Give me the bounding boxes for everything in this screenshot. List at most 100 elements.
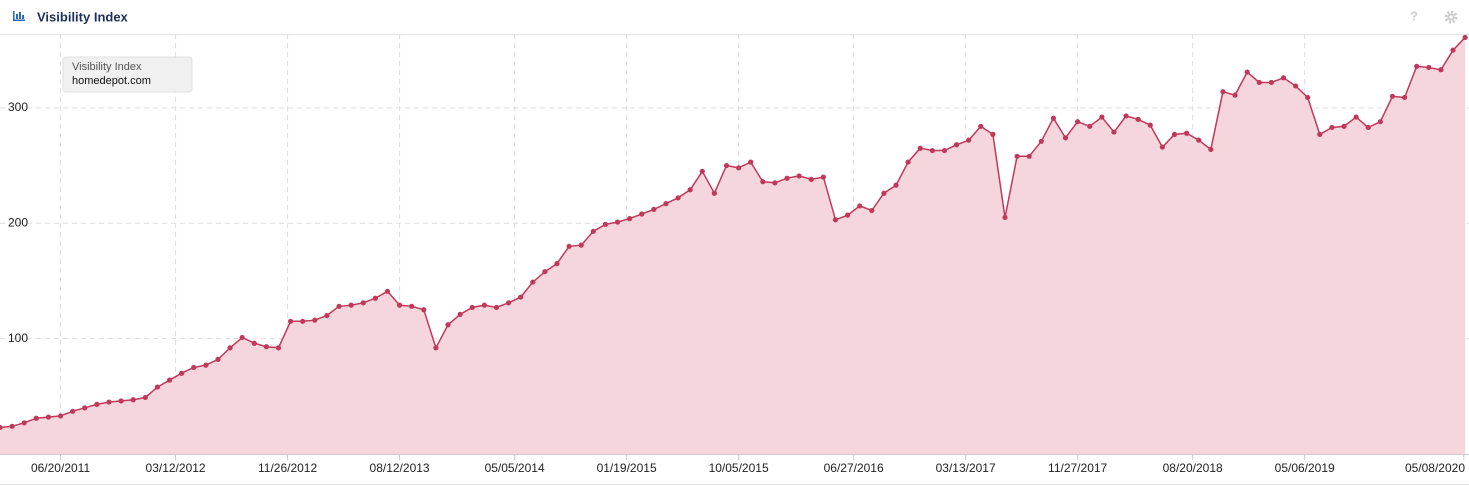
chart-icon <box>13 11 25 21</box>
point <box>1317 131 1323 137</box>
point <box>1099 114 1105 120</box>
x-tick-label: 05/05/2014 <box>485 461 545 475</box>
point <box>675 195 681 201</box>
point <box>287 318 294 324</box>
point <box>554 261 560 267</box>
point <box>1026 153 1032 159</box>
point <box>1232 92 1238 98</box>
point <box>1401 94 1408 101</box>
point <box>493 304 500 311</box>
point <box>614 219 621 225</box>
point <box>832 217 839 223</box>
header-title: Visibility Index <box>37 9 129 24</box>
y-tick-label: 100 <box>8 331 28 345</box>
point <box>203 362 209 368</box>
point <box>1292 83 1299 89</box>
point <box>1280 75 1287 81</box>
point <box>1087 123 1093 129</box>
point <box>905 159 911 165</box>
point <box>1111 129 1117 135</box>
y-tick-label: 200 <box>8 215 28 229</box>
point <box>1377 119 1383 125</box>
point <box>1353 114 1359 120</box>
point <box>711 190 717 196</box>
point <box>1184 130 1190 136</box>
point <box>118 398 124 404</box>
point <box>372 295 378 301</box>
point <box>1135 116 1141 122</box>
point <box>384 288 391 294</box>
point <box>9 423 15 429</box>
point <box>251 340 257 346</box>
point <box>1268 79 1274 86</box>
point <box>1208 146 1214 152</box>
point <box>106 399 112 405</box>
point <box>1002 214 1008 221</box>
header-bar <box>0 0 1469 34</box>
point <box>542 269 548 275</box>
point <box>1426 64 1432 71</box>
point <box>348 302 354 308</box>
point <box>1075 119 1081 125</box>
point <box>1329 124 1335 131</box>
point <box>566 243 572 249</box>
point <box>808 176 814 182</box>
x-tick-label: 10/05/2015 <box>709 461 769 475</box>
x-tick-label: 06/27/2016 <box>824 461 884 475</box>
point <box>215 356 221 362</box>
point <box>748 159 754 165</box>
point <box>917 145 923 151</box>
point <box>929 147 935 154</box>
point <box>699 168 705 174</box>
point <box>1438 67 1444 73</box>
point <box>1462 34 1468 41</box>
point <box>663 201 669 207</box>
point <box>21 420 27 426</box>
settings-button[interactable] <box>1444 10 1458 24</box>
point <box>445 322 451 328</box>
point <box>978 123 984 129</box>
point <box>590 228 596 234</box>
point <box>1244 69 1250 75</box>
legend-title: Visibility Index <box>72 61 142 73</box>
point <box>1389 93 1396 99</box>
point <box>1414 63 1420 69</box>
point <box>602 221 609 227</box>
point <box>1123 113 1129 119</box>
point <box>651 206 657 212</box>
x-tick-label: 11/26/2012 <box>258 461 317 475</box>
y-tick-label: 300 <box>8 100 28 114</box>
point <box>1147 122 1153 128</box>
point <box>1256 79 1262 86</box>
point <box>796 173 802 179</box>
point <box>324 312 330 319</box>
point <box>990 131 996 137</box>
point <box>1196 137 1202 143</box>
x-tick-label: 06/20/2011 <box>31 461 90 475</box>
point <box>1365 124 1371 131</box>
point <box>941 147 948 154</box>
point <box>0 424 3 431</box>
point <box>154 384 161 390</box>
point <box>70 408 76 414</box>
point <box>33 415 39 421</box>
point <box>966 137 972 143</box>
point <box>130 397 136 403</box>
point <box>45 414 52 420</box>
x-tick-label: 03/13/2017 <box>936 461 996 475</box>
point <box>312 317 318 323</box>
point <box>844 212 851 218</box>
point <box>1014 153 1020 159</box>
point <box>1171 131 1178 137</box>
point <box>191 364 197 371</box>
point <box>263 344 269 350</box>
point <box>1050 115 1057 121</box>
point <box>239 334 245 341</box>
point <box>760 179 766 185</box>
point <box>784 175 790 181</box>
help-button[interactable]: ? <box>1410 8 1418 23</box>
point <box>893 182 899 188</box>
legend-entry: homedepot.com <box>72 75 151 87</box>
point <box>518 294 524 300</box>
